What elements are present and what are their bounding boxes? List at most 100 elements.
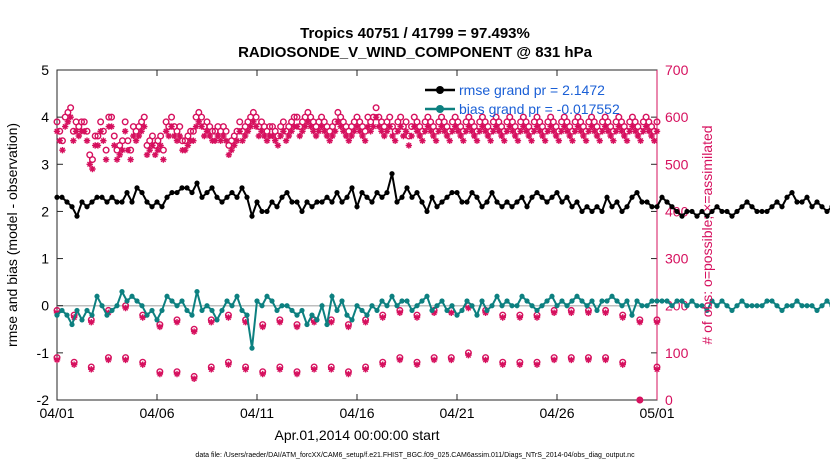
rmse-point: [674, 208, 680, 215]
assimilated-obs-point: [361, 137, 369, 144]
rmse-point: [154, 199, 160, 205]
assimilated-obs-point: [441, 128, 448, 135]
assimilated-obs-point: [203, 128, 211, 135]
rmse-point: [824, 208, 830, 215]
rmse-point: [379, 194, 385, 200]
assimilated-obs-point: [348, 132, 355, 140]
assimilated-obs-low-point: [139, 361, 146, 368]
bias-point: [554, 303, 560, 309]
bias-point: [379, 298, 385, 304]
x-axis-label: Apr.01,2014 00:00:00 start: [274, 427, 439, 443]
bias-point: [144, 312, 150, 318]
assimilated-obs-point: [151, 151, 159, 159]
bias-point: [369, 303, 375, 309]
assimilated-obs-point: [601, 123, 609, 130]
assimilated-obs-point: [75, 132, 83, 140]
rmse-point: [444, 194, 450, 200]
assimilated-obs-point: [413, 128, 421, 135]
assimilated-obs-point: [59, 146, 66, 154]
bias-point: [439, 298, 445, 304]
assimilated-obs-point: [634, 132, 642, 140]
assimilated-obs-point: [539, 132, 546, 140]
rmse-point: [104, 199, 110, 205]
assimilated-obs-low-point: [88, 366, 95, 373]
assimilated-obs-point: [383, 128, 391, 135]
bias-point: [259, 303, 265, 309]
bias-point: [189, 312, 195, 318]
bias-point: [89, 312, 95, 318]
rmse-point: [594, 204, 600, 210]
assimilated-obs-point: [531, 128, 538, 135]
assimilated-obs-point: [201, 132, 208, 140]
y-tick-label-right: 600: [665, 109, 689, 125]
x-tick-label: 04/26: [539, 405, 574, 421]
rmse-point: [204, 189, 210, 196]
possible-obs-point: [653, 118, 661, 126]
assimilated-obs-mid-point: [585, 309, 592, 316]
assimilated-obs-point: [81, 128, 88, 135]
assimilated-obs-mid-point: [310, 319, 318, 326]
assimilated-obs-point: [231, 142, 238, 149]
bias-point: [754, 303, 760, 309]
bias-point: [384, 303, 390, 309]
bias-point: [594, 307, 600, 314]
assimilated-obs-point: [315, 128, 323, 135]
bias-point: [704, 307, 710, 314]
bias-point: [779, 307, 785, 314]
rmse-point: [299, 208, 305, 215]
rmse-point: [454, 189, 460, 196]
assimilated-obs-point: [394, 128, 402, 135]
rmse-point: [309, 204, 315, 210]
assimilated-obs-point: [116, 151, 123, 159]
assimilated-obs-point: [503, 128, 511, 135]
assimilated-obs-mid-point: [533, 314, 541, 321]
assimilated-obs-point: [648, 132, 655, 140]
assimilated-obs-point: [274, 142, 282, 149]
rmse-point: [384, 189, 390, 196]
rmse-point: [359, 189, 365, 196]
rmse-point: [414, 189, 420, 196]
assimilated-obs-point: [528, 137, 535, 144]
assimilated-obs-point: [629, 123, 636, 130]
bias-point: [409, 307, 415, 314]
assimilated-obs-low-point: [105, 356, 112, 364]
y-tick-label-right: 0: [665, 392, 673, 408]
rmse-point: [439, 199, 445, 205]
y-axis-label-right: # of obs: o=possible; ×=assimilated: [699, 125, 715, 344]
assimilated-obs-mid-point: [362, 319, 369, 326]
bias-point: [614, 298, 620, 304]
bias-point: [624, 298, 630, 304]
assimilated-obs-mid-point: [259, 323, 266, 331]
assimilated-obs-point: [340, 128, 347, 135]
assimilated-obs-mid-point: [550, 309, 558, 316]
bias-point: [599, 298, 605, 304]
assimilated-obs-low-point: [70, 361, 78, 368]
assimilated-obs-point: [329, 132, 336, 140]
assimilated-obs-low-point: [653, 366, 661, 373]
bias-point: [399, 298, 405, 304]
assimilated-obs-point: [293, 123, 301, 130]
assimilated-obs-mid-point: [173, 319, 181, 326]
bias-point: [334, 307, 340, 314]
assimilated-obs-low-point: [225, 361, 232, 368]
bias-point: [734, 303, 740, 309]
rmse-point: [799, 199, 805, 205]
assimilated-obs-point: [591, 128, 598, 135]
bias-point: [549, 293, 555, 299]
bias-point: [504, 298, 510, 304]
rmse-point: [784, 194, 790, 200]
assimilated-obs-point: [514, 137, 522, 144]
bias-point: [814, 307, 820, 314]
rmse-point: [94, 194, 100, 200]
assimilated-obs-point: [397, 123, 404, 130]
assimilated-obs-point: [533, 123, 541, 130]
assimilated-obs-point: [102, 156, 110, 163]
bias-point: [464, 298, 470, 304]
assimilated-obs-mid-point: [482, 309, 489, 316]
possible-obs-point: [222, 127, 230, 135]
assimilated-obs-point: [244, 128, 252, 135]
assimilated-obs-point: [176, 132, 183, 140]
assimilated-obs-point: [351, 128, 358, 135]
rmse-point: [334, 189, 340, 196]
assimilated-obs-point: [580, 132, 587, 140]
